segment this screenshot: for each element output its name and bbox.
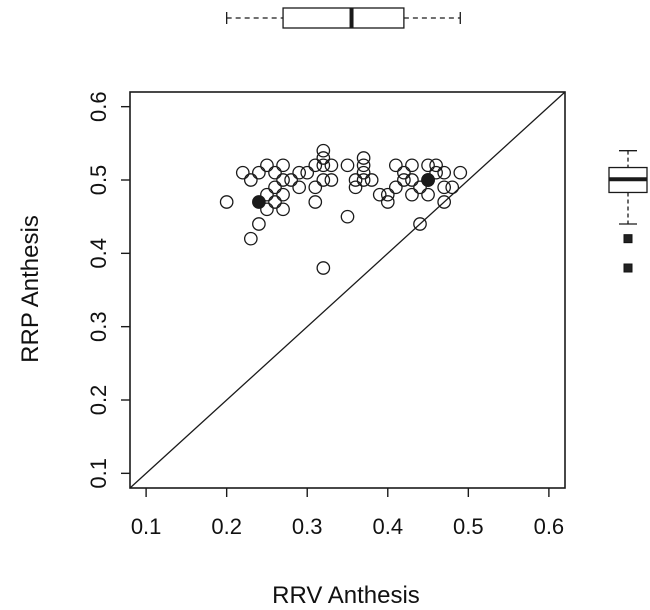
data-point — [445, 180, 460, 195]
x-marginal-boxplot — [226, 7, 461, 29]
data-point — [324, 158, 339, 173]
data-point — [316, 151, 331, 165]
y-box-outlier — [623, 263, 633, 273]
plot-frame — [129, 91, 566, 489]
y-axis-title: RRP Anthesis — [17, 215, 44, 363]
identity-line — [129, 91, 566, 489]
data-point — [356, 165, 371, 180]
data-point — [276, 202, 290, 217]
x-axis-title: RRV Anthesis — [272, 582, 420, 609]
data-point — [356, 151, 371, 165]
data-point — [413, 217, 427, 231]
x-tick-label: 0.2 — [211, 514, 242, 539]
data-point — [260, 202, 274, 217]
data-point — [388, 158, 403, 173]
highlighted-point — [252, 195, 266, 209]
data-point — [268, 195, 282, 209]
data-point — [300, 165, 315, 180]
y-tick-label: 0.6 — [86, 91, 111, 122]
data-point — [388, 180, 403, 195]
data-point — [276, 173, 290, 187]
x-tick-label: 0.4 — [372, 514, 403, 539]
data-point — [292, 165, 307, 180]
data-point — [453, 165, 468, 180]
data-point — [308, 158, 323, 173]
y-tick-label: 0.4 — [86, 238, 111, 269]
data-point — [316, 261, 331, 275]
x-tick-label: 0.6 — [534, 514, 565, 539]
data-point — [284, 173, 298, 187]
data-point — [235, 165, 250, 180]
data-point — [340, 209, 355, 224]
x-tick-label: 0.1 — [131, 514, 162, 539]
data-point — [252, 165, 266, 180]
data-point — [405, 173, 419, 187]
data-point — [397, 165, 411, 180]
data-point — [364, 173, 379, 187]
data-point — [308, 180, 323, 195]
y-tick-label: 0.3 — [86, 311, 111, 342]
data-point — [260, 187, 274, 202]
data-point — [429, 165, 443, 180]
data-point — [437, 180, 452, 195]
data-point — [405, 158, 419, 173]
data-point — [308, 195, 323, 209]
data-point — [252, 217, 266, 231]
highlighted-point — [421, 173, 435, 187]
y-marginal-boxplot — [608, 150, 648, 273]
data-point — [316, 143, 331, 158]
data-point — [437, 165, 452, 180]
data-point — [348, 173, 363, 187]
data-point — [219, 195, 234, 209]
data-point — [268, 180, 282, 195]
data-point — [421, 187, 435, 202]
data-point — [276, 187, 290, 202]
data-point — [243, 231, 258, 246]
plot-area: 0.1 0.2 0.3 0.4 0.5 0.6 0.1 0.2 0.3 0.4 0.5 0.6 — [86, 91, 566, 539]
data-point — [356, 173, 371, 187]
x-tick-label: 0.5 — [453, 514, 484, 539]
data-point — [243, 173, 258, 187]
data-point — [380, 195, 395, 209]
y-tick-label: 0.1 — [86, 458, 111, 489]
data-point — [292, 180, 307, 195]
data-point — [324, 173, 339, 187]
x-box-iqr — [282, 7, 405, 29]
data-point — [429, 158, 443, 173]
data-point — [437, 195, 452, 209]
x-tick-label: 0.3 — [292, 514, 323, 539]
y-tick-label: 0.5 — [86, 165, 111, 196]
data-point — [268, 165, 282, 180]
data-point — [397, 173, 411, 187]
y-box-outlier — [623, 234, 633, 244]
data-point — [276, 158, 290, 173]
data-point — [340, 158, 355, 173]
data-point — [316, 173, 331, 187]
data-point — [405, 187, 419, 202]
data-point — [380, 187, 395, 202]
data-point — [372, 187, 387, 202]
y-tick-label: 0.2 — [86, 385, 111, 416]
data-point — [348, 180, 363, 195]
data-point — [421, 158, 435, 173]
data-point — [413, 180, 427, 195]
data-point — [356, 158, 371, 173]
data-point — [260, 158, 274, 173]
data-point — [316, 158, 331, 173]
